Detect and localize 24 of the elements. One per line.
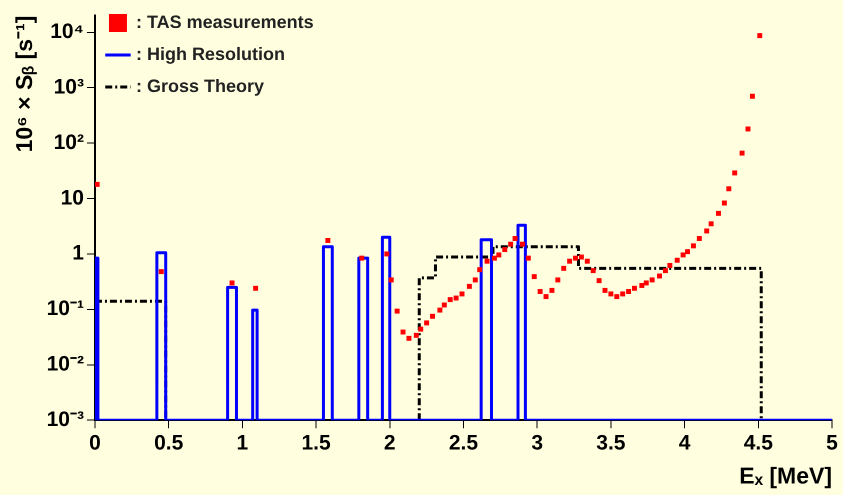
x-tick-label: 3.5 [596,432,626,455]
y-tick-label: 1 [72,242,84,265]
x-tick-label: 2 [384,432,396,455]
y-tick-label: 10⁻³ [46,408,84,431]
x-tick-label: 4 [678,432,691,455]
x-tick-label: 0.5 [154,432,184,455]
legend-label: : TAS measurements [136,12,314,32]
x-tick-label: 0 [89,432,101,455]
y-tick-label: 10 [60,186,84,210]
y-tick-label: 10⁻¹ [46,297,84,320]
x-tick-label: 5 [826,432,838,455]
x-tick-label: 3 [531,432,544,455]
y-tick-label: 10⁴ [50,20,84,44]
x-tick-label: 2.5 [448,432,478,455]
y-tick-label: 10³ [54,75,84,98]
y-tick-label: 10⁻² [46,352,84,376]
y-axis-title: 10⁶ × Sᵦ [s⁻¹] [11,16,38,152]
x-tick-label: 1.5 [301,432,331,455]
y-tick-label: 10² [54,130,84,154]
x-tick-label: 4.5 [744,432,774,455]
x-axis-title: Eₓ [MeV] [739,462,832,489]
x-tick-label: 1 [236,432,249,455]
legend-label: : High Resolution [136,44,285,64]
legend-label: : Gross Theory [136,76,264,96]
